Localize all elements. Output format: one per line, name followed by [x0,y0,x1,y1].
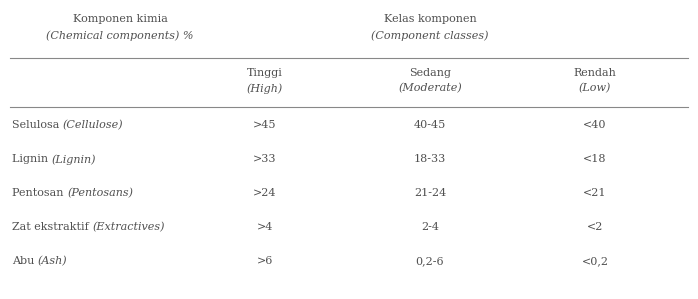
Text: >24: >24 [253,188,276,198]
Text: >4: >4 [257,222,273,232]
Text: (Chemical components) %: (Chemical components) % [46,30,194,41]
Text: 0,2-6: 0,2-6 [416,256,445,266]
Text: (Extractives): (Extractives) [92,222,165,232]
Text: Tinggi: Tinggi [247,68,283,78]
Text: Rendah: Rendah [574,68,616,78]
Text: (Low): (Low) [579,83,611,93]
Text: >33: >33 [253,154,276,164]
Text: 2-4: 2-4 [421,222,439,232]
Text: Lignin: Lignin [12,154,52,164]
Text: <18: <18 [584,154,607,164]
Text: >45: >45 [253,120,276,130]
Text: 40-45: 40-45 [414,120,446,130]
Text: Abu: Abu [12,256,38,266]
Text: Kelas komponen: Kelas komponen [384,14,476,24]
Text: Komponen kimia: Komponen kimia [73,14,168,24]
Text: 21-24: 21-24 [414,188,446,198]
Text: (Moderate): (Moderate) [398,83,462,93]
Text: Sedang: Sedang [409,68,451,78]
Text: <40: <40 [584,120,607,130]
Text: Selulosa: Selulosa [12,120,63,130]
Text: (Ash): (Ash) [38,256,68,266]
Text: <0,2: <0,2 [581,256,609,266]
Text: (Cellulose): (Cellulose) [63,120,124,130]
Text: (Pentosans): (Pentosans) [67,188,133,198]
Text: >6: >6 [257,256,273,266]
Text: Zat ekstraktif: Zat ekstraktif [12,222,92,232]
Text: (High): (High) [247,83,283,94]
Text: 18-33: 18-33 [414,154,446,164]
Text: (Component classes): (Component classes) [371,30,489,41]
Text: <21: <21 [584,188,607,198]
Text: <2: <2 [587,222,603,232]
Text: (Lignin): (Lignin) [52,154,96,164]
Text: Pentosan: Pentosan [12,188,67,198]
